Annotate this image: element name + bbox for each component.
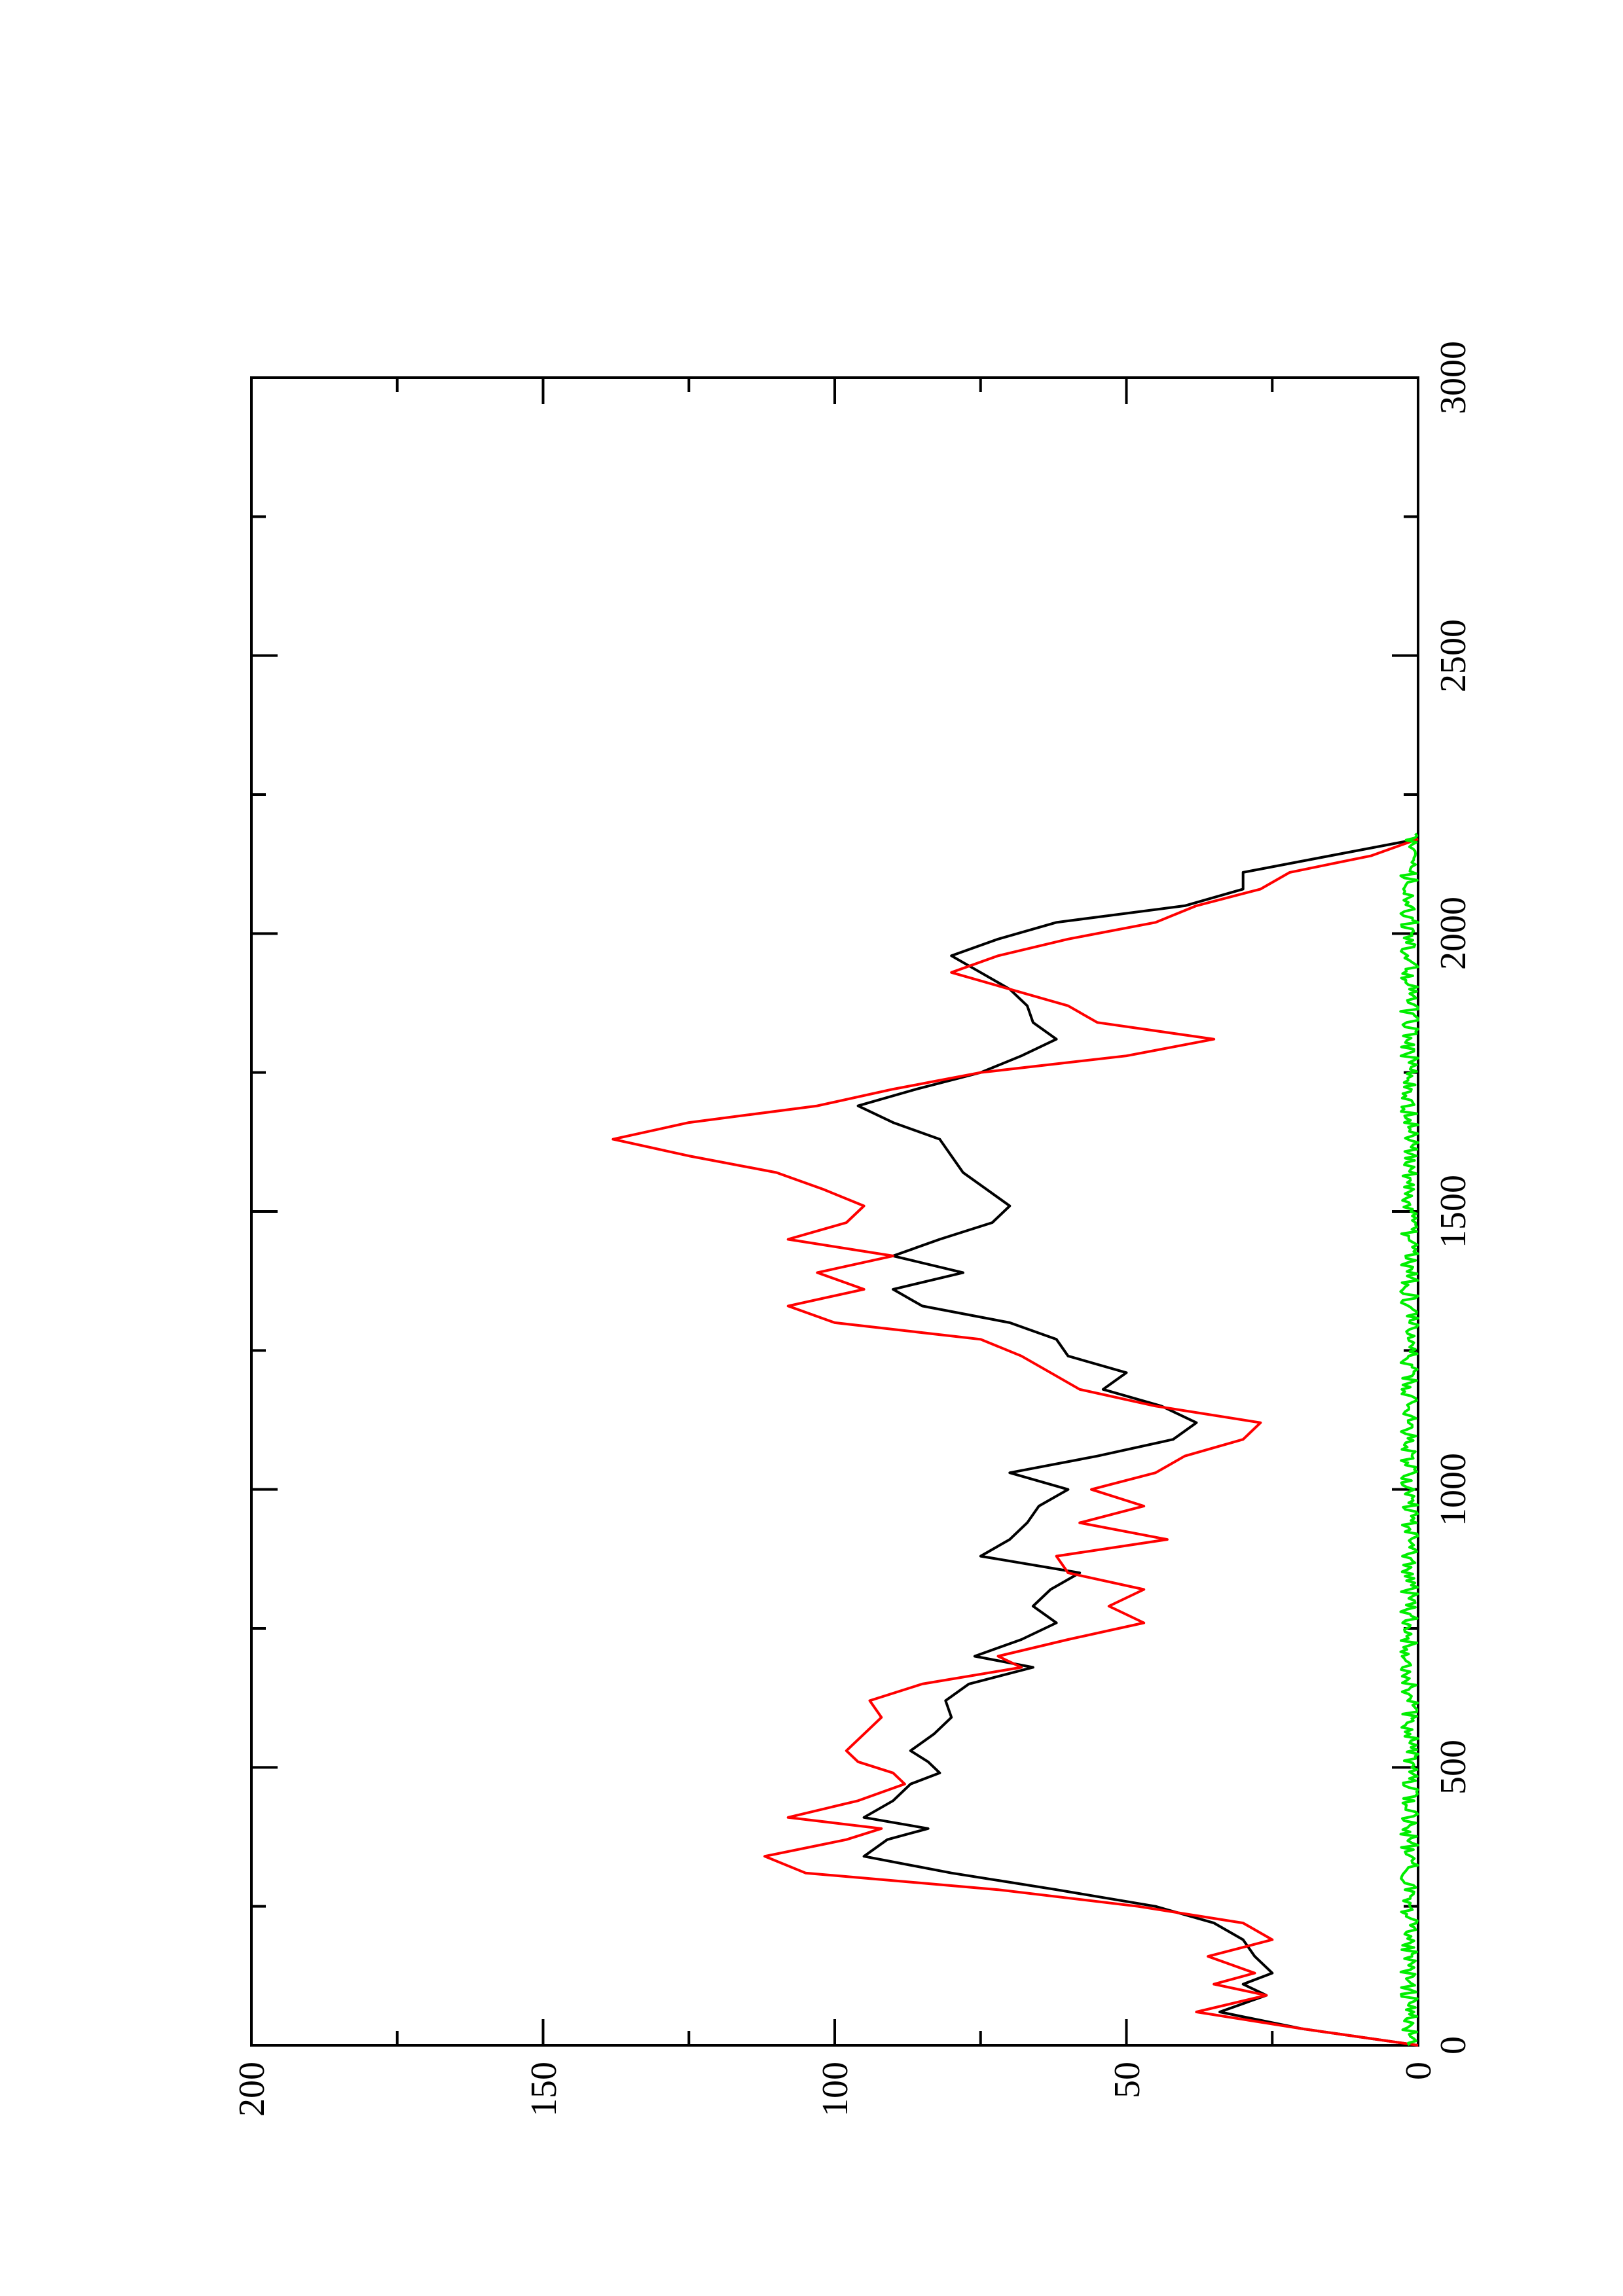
series-line-3 (1399, 833, 1419, 2046)
series-layer (611, 833, 1419, 2047)
x-tick-label: 500 (1433, 1740, 1474, 1795)
x-tick-label: 2000 (1433, 897, 1474, 970)
series-line-2 (611, 838, 1419, 2047)
x-tick-label: 2500 (1433, 619, 1474, 692)
x-tick-label: 0 (1433, 2036, 1474, 2054)
y-axis-tick-labels: 0 50 100 150 200 (232, 2062, 1439, 2117)
y-tick-label: 0 (1398, 2062, 1439, 2080)
y-tick-label: 150 (524, 2062, 564, 2117)
plot-area-border (250, 376, 1419, 2047)
x-tick-label: 1500 (1433, 1175, 1474, 1248)
x-axis-tick-labels: 0 500 1000 1500 2000 2500 3000 (1433, 341, 1474, 2054)
series-line-1 (856, 837, 1419, 2047)
y-tick-label: 50 (1107, 2062, 1148, 2098)
axis-ticks (250, 376, 1419, 2047)
x-tick-label: 3000 (1433, 341, 1474, 414)
x-tick-label: 1000 (1433, 1453, 1474, 1526)
plot-frame (250, 376, 1419, 2047)
y-tick-label: 200 (232, 2062, 272, 2117)
y-tick-label: 100 (815, 2062, 856, 2117)
